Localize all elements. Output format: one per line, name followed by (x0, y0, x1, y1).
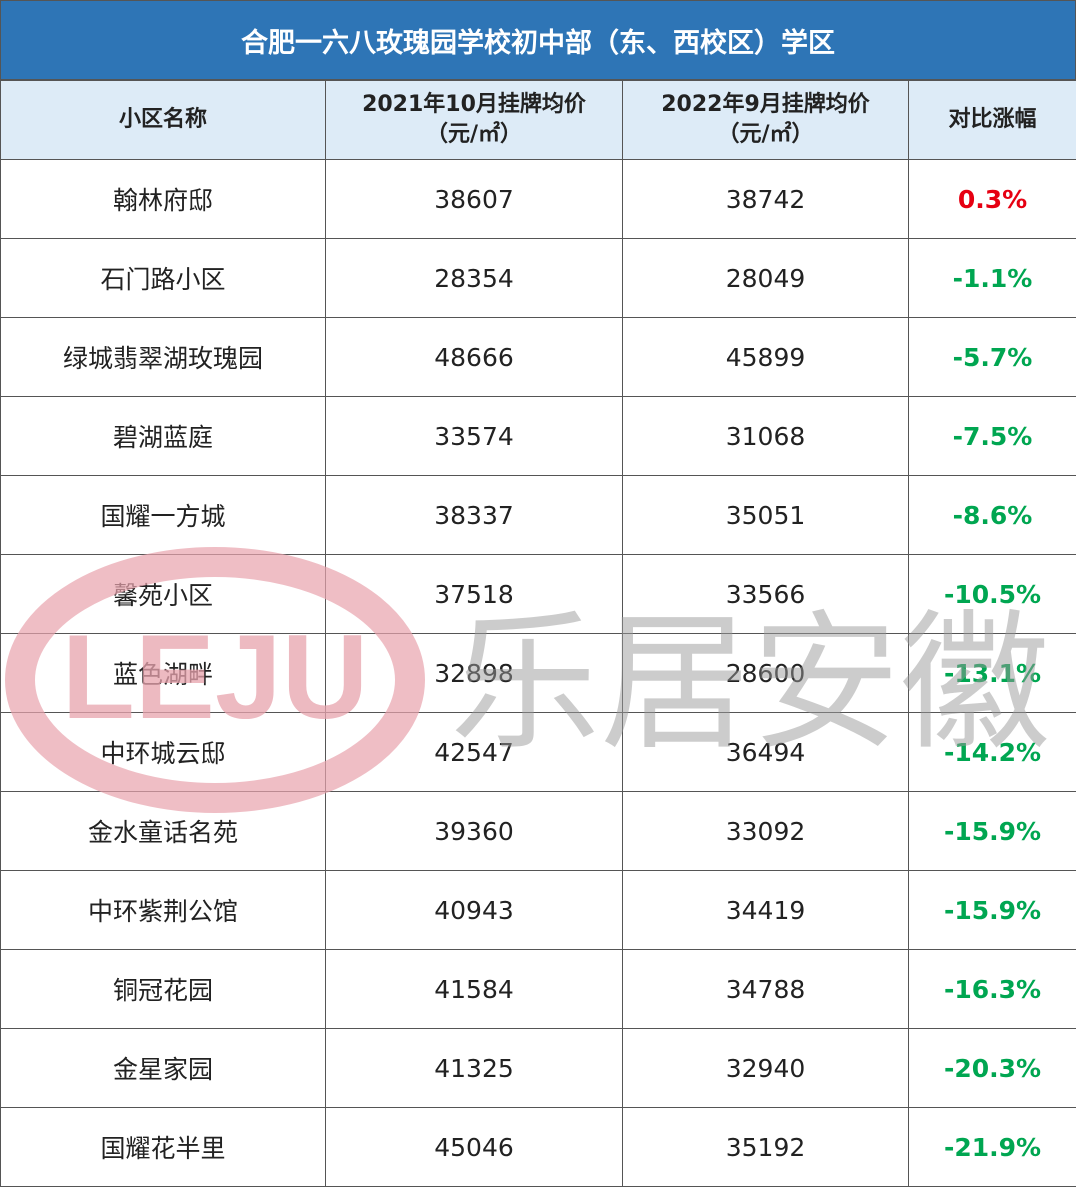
cell: 翰林府邸 (0, 159, 326, 239)
change-cell: -13.1% (908, 633, 1076, 713)
cell: 国耀花半里 (0, 1107, 326, 1187)
table-row: 翰林府邸 38607 38742 0.3% (0, 159, 1076, 239)
cell: 35051 (622, 475, 909, 555)
change-cell: -20.3% (908, 1028, 1076, 1108)
table-row: 绿城翡翠湖玫瑰园 48666 45899 -5.7% (0, 317, 1076, 397)
cell: 32940 (622, 1028, 909, 1108)
cell: 45046 (325, 1107, 623, 1187)
change-cell: -1.1% (908, 238, 1076, 318)
table-row: 金水童话名苑 39360 33092 -15.9% (0, 791, 1076, 871)
cell: 41325 (325, 1028, 623, 1108)
table-row: 馨苑小区 37518 33566 -10.5% (0, 554, 1076, 634)
change-cell: -15.9% (908, 870, 1076, 950)
cell: 中环城云邸 (0, 712, 326, 792)
table-row: 石门路小区 28354 28049 -1.1% (0, 238, 1076, 318)
header-row: 小区名称 2021年10月挂牌均价 （元/㎡） 2022年9月挂牌均价 （元/㎡） 对比涨… (0, 80, 1076, 160)
header-line: （元/㎡） (425, 122, 523, 147)
cell: 45899 (622, 317, 909, 397)
cell: 蓝色湖畔 (0, 633, 326, 713)
cell: 碧湖蓝庭 (0, 396, 326, 476)
cell: 石门路小区 (0, 238, 326, 318)
table-body: 翰林府邸 38607 38742 0.3% 石门路小区 28354 28049 -1.1% 绿城… (0, 159, 1076, 1187)
cell: 37518 (325, 554, 623, 634)
cell: 32898 (325, 633, 623, 713)
header-line: （元/㎡） (717, 122, 814, 147)
cell: 36494 (622, 712, 909, 792)
header-line: 对比涨幅 (948, 107, 1037, 132)
cell: 国耀一方城 (0, 475, 326, 555)
header-line: 小区名称 (118, 107, 207, 132)
header-line: 2022年9月挂牌均价 (661, 92, 870, 117)
cell: 28600 (622, 633, 909, 713)
cell: 38607 (325, 159, 623, 239)
cell: 38742 (622, 159, 909, 239)
change-cell: -5.7% (908, 317, 1076, 397)
change-cell: 0.3% (908, 159, 1076, 239)
change-cell: -14.2% (908, 712, 1076, 792)
change-cell: -15.9% (908, 791, 1076, 871)
table-row: 金星家园 41325 32940 -20.3% (0, 1028, 1076, 1108)
cell: 34419 (622, 870, 909, 950)
table-row: 中环城云邸 42547 36494 -14.2% (0, 712, 1076, 792)
change-cell: -10.5% (908, 554, 1076, 634)
cell: 33566 (622, 554, 909, 634)
header-cell: 2021年10月挂牌均价 （元/㎡） (325, 80, 623, 160)
change-cell: -16.3% (908, 949, 1076, 1029)
cell: 42547 (325, 712, 623, 792)
cell: 35192 (622, 1107, 909, 1187)
cell: 38337 (325, 475, 623, 555)
cell: 绿城翡翠湖玫瑰园 (0, 317, 326, 397)
change-cell: -21.9% (908, 1107, 1076, 1187)
cell: 41584 (325, 949, 623, 1029)
header-cell: 小区名称 (0, 80, 326, 160)
cell: 33092 (622, 791, 909, 871)
table: 小区名称 2021年10月挂牌均价 （元/㎡） 2022年9月挂牌均价 （元/㎡） 对比涨… (0, 80, 1076, 1187)
cell: 28354 (325, 238, 623, 318)
table-row: 铜冠花园 41584 34788 -16.3% (0, 949, 1076, 1029)
header-line: 2021年10月挂牌均价 (362, 92, 586, 117)
table-row: 蓝色湖畔 32898 28600 -13.1% (0, 633, 1076, 713)
table-row: 国耀一方城 38337 35051 -8.6% (0, 475, 1076, 555)
change-cell: -7.5% (908, 396, 1076, 476)
table-row: 国耀花半里 45046 35192 -21.9% (0, 1107, 1076, 1187)
table-row: 中环紫荆公馆 40943 34419 -15.9% (0, 870, 1076, 950)
cell: 金星家园 (0, 1028, 326, 1108)
header-cell: 对比涨幅 (908, 80, 1076, 160)
header-cell: 2022年9月挂牌均价 （元/㎡） (622, 80, 909, 160)
cell: 48666 (325, 317, 623, 397)
cell: 34788 (622, 949, 909, 1029)
cell: 铜冠花园 (0, 949, 326, 1029)
cell: 31068 (622, 396, 909, 476)
cell: 28049 (622, 238, 909, 318)
cell: 33574 (325, 396, 623, 476)
title: 合肥一六八玫瑰园学校初中部（东、西校区）学区 (0, 0, 1076, 80)
cell: 40943 (325, 870, 623, 950)
cell: 馨苑小区 (0, 554, 326, 634)
table-row: 碧湖蓝庭 33574 31068 -7.5% (0, 396, 1076, 476)
cell: 金水童话名苑 (0, 791, 326, 871)
cell: 中环紫荆公馆 (0, 870, 326, 950)
change-cell: -8.6% (908, 475, 1076, 555)
cell: 39360 (325, 791, 623, 871)
